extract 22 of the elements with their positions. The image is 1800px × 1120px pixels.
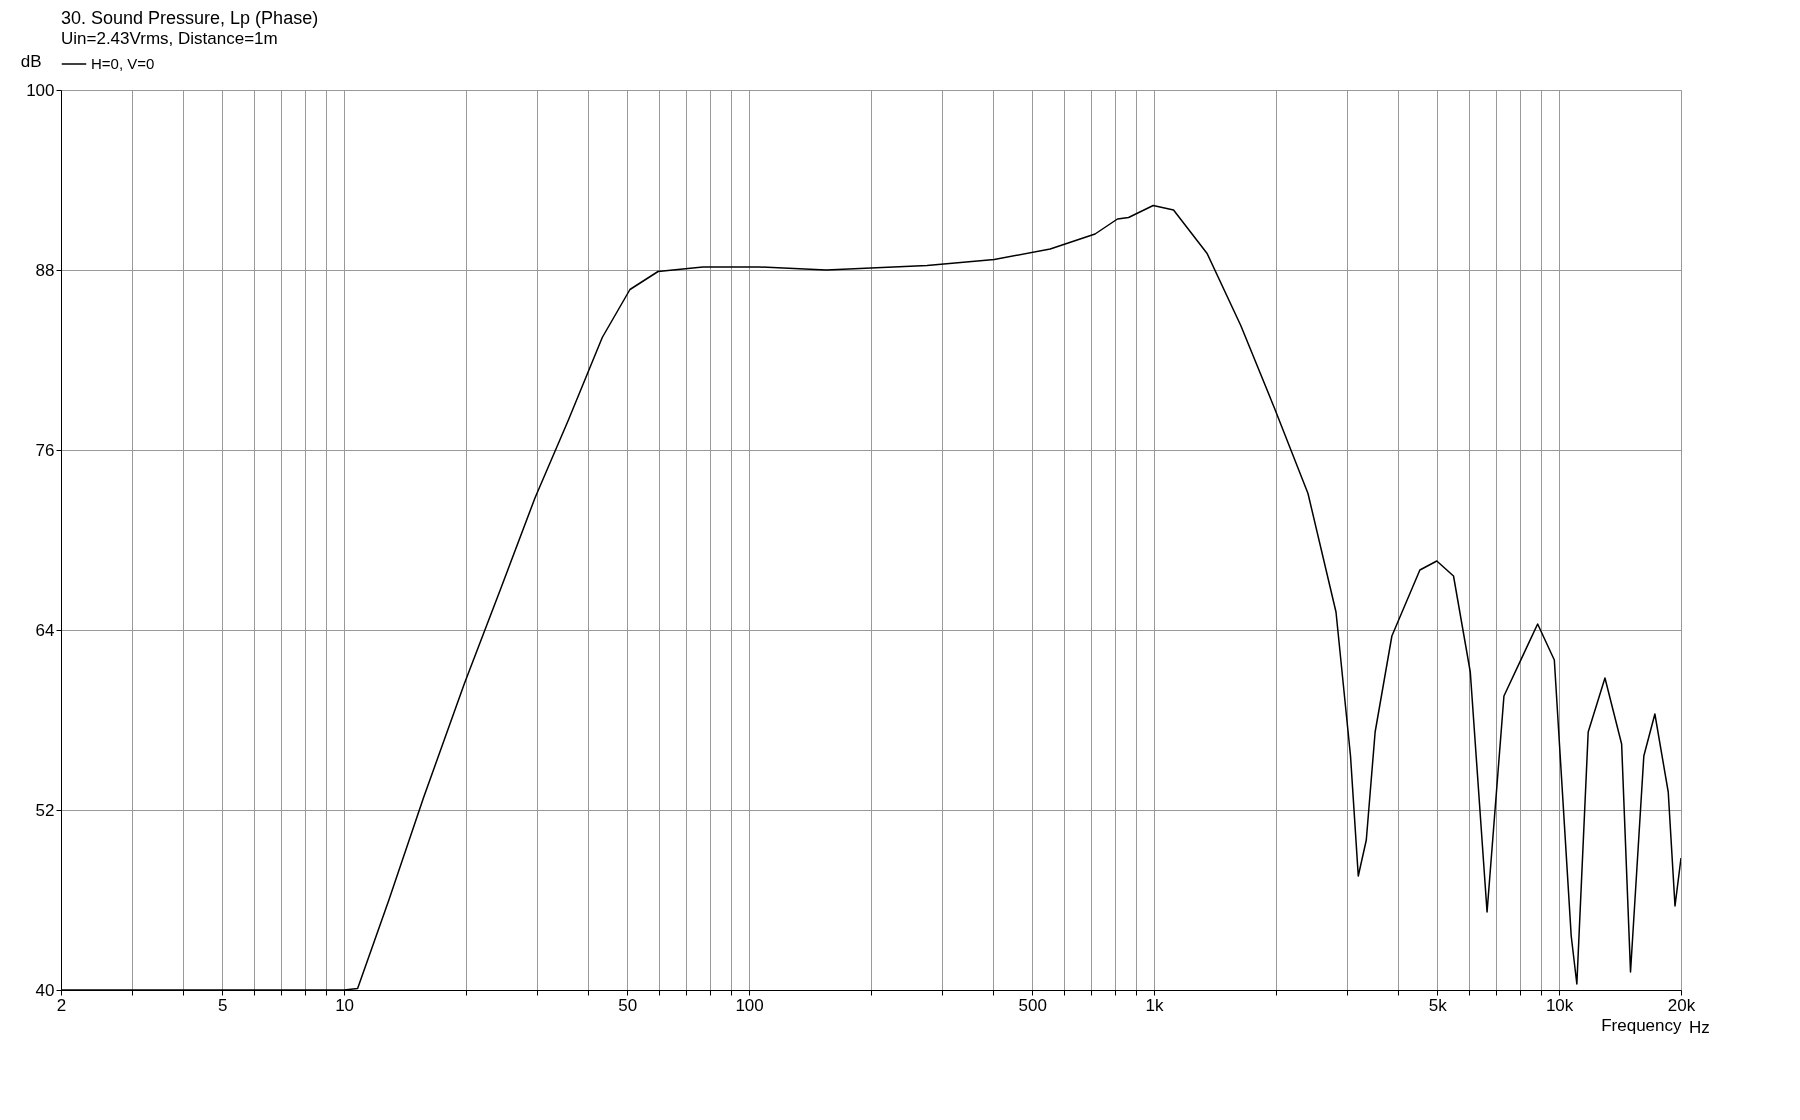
chart-subtitle: Uin=2.43Vrms, Distance=1m [61,29,278,48]
x-axis-title: Frequency [1601,1015,1682,1035]
x-tick-label: 1k [1145,995,1165,1015]
x-tick-label: 100 [735,995,764,1015]
chart-title: 30. Sound Pressure, Lp (Phase) [61,8,319,28]
y-tick-label: 52 [35,800,55,820]
text: Hz [1689,1018,1710,1037]
y-tick-label: 40 [35,980,55,1000]
x-tick-label: 5k [1428,995,1448,1015]
x-tick-label: 10 [335,995,355,1015]
x-tick-label: 50 [618,995,638,1015]
x-tick-label: 10k [1545,995,1574,1015]
y-tick-label: 88 [35,260,55,280]
x-tick-label: 500 [1018,995,1047,1015]
x-tick-label: 2 [56,995,67,1015]
x-tick-label: 20k [1667,995,1696,1015]
y-tick-label: 76 [35,440,55,460]
y-axis-title: dB [20,51,42,71]
y-tick-label: 64 [35,620,55,640]
legend-label: H=0, V=0 [91,55,155,72]
y-tick-label: 100 [26,80,55,100]
x-tick-label: 5 [217,995,228,1015]
